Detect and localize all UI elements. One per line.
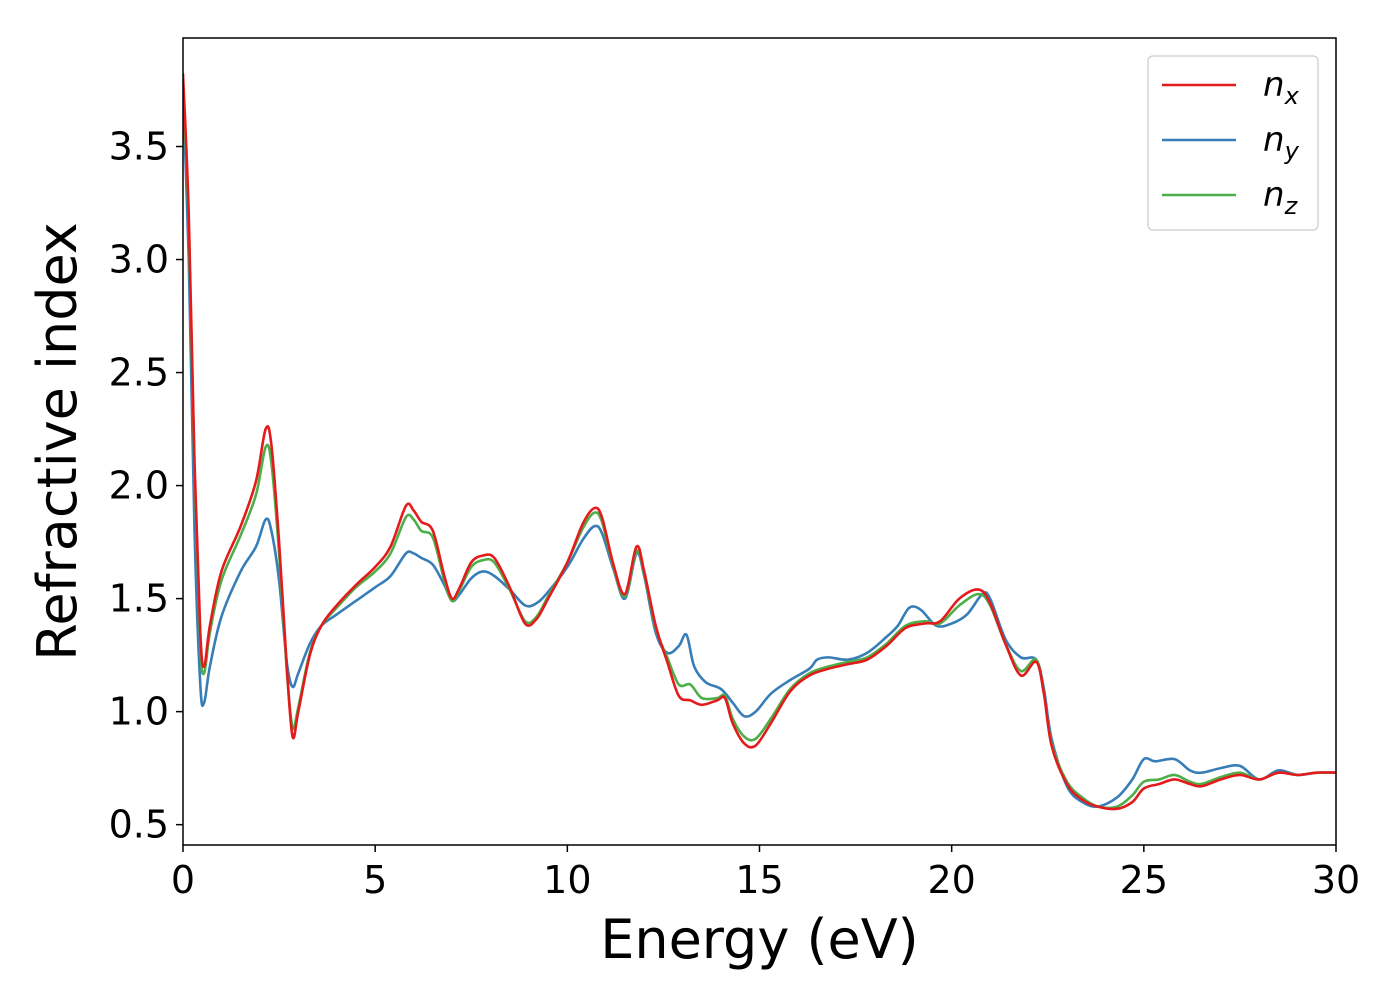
legend-label-n-x: nx xyxy=(1263,65,1300,110)
y-tick-label: 1.5 xyxy=(109,577,169,621)
x-axis-label: Energy (eV) xyxy=(600,908,919,971)
x-axis: 0 5 10 15 20 25 30 xyxy=(171,845,1360,902)
x-tick-label: 25 xyxy=(1120,858,1168,902)
series-line-n-y xyxy=(183,81,1336,809)
legend-label-subscript: z xyxy=(1284,192,1299,220)
y-axis-label: Refractive index xyxy=(26,222,89,661)
y-axis: 0.5 1.0 1.5 2.0 2.5 3.0 3.5 xyxy=(109,125,183,847)
legend-label-main: n xyxy=(1263,175,1285,215)
y-tick-label: 3.5 xyxy=(109,125,169,169)
legend-label-n-y: ny xyxy=(1263,120,1300,165)
x-tick-label: 15 xyxy=(735,858,783,902)
y-tick-label: 2.5 xyxy=(109,351,169,395)
series-group xyxy=(183,72,1336,811)
y-tick-label: 1.0 xyxy=(109,690,169,734)
y-tick-label: 0.5 xyxy=(109,803,169,847)
y-tick-label: 2.0 xyxy=(109,464,169,508)
x-tick-label: 10 xyxy=(543,858,591,902)
y-tick-label: 3.0 xyxy=(109,238,169,282)
x-tick-label: 5 xyxy=(363,858,387,902)
legend-label-subscript: y xyxy=(1284,137,1300,165)
legend-box xyxy=(1147,55,1319,231)
x-tick-label: 0 xyxy=(171,858,195,902)
series-line-n-x xyxy=(183,72,1336,811)
legend-label-n-z: nz xyxy=(1263,175,1299,220)
legend-label-subscript: x xyxy=(1284,82,1300,110)
legend-label-main: n xyxy=(1263,65,1285,105)
legend-label-main: n xyxy=(1263,120,1285,160)
x-tick-label: 30 xyxy=(1312,858,1360,902)
x-tick-label: 20 xyxy=(927,858,975,902)
